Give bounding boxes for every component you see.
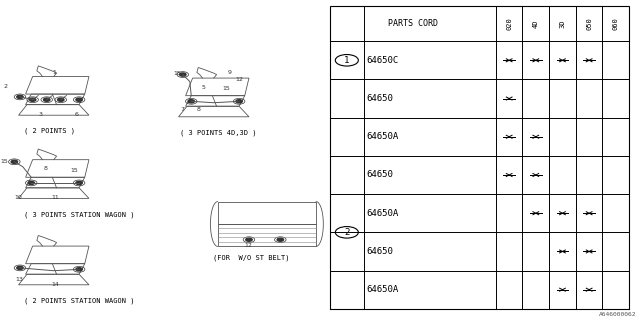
Circle shape — [277, 238, 284, 241]
Text: 64650A: 64650A — [367, 132, 399, 141]
Text: 14: 14 — [51, 282, 59, 287]
Text: 020: 020 — [506, 17, 512, 30]
Text: 10: 10 — [14, 195, 22, 200]
Text: 6: 6 — [75, 112, 79, 117]
Text: 64650: 64650 — [367, 247, 394, 256]
Text: 15: 15 — [173, 71, 180, 76]
Text: 15: 15 — [0, 159, 8, 164]
Text: 050: 050 — [586, 17, 592, 30]
Circle shape — [76, 268, 83, 271]
Text: 15: 15 — [222, 86, 230, 91]
Circle shape — [58, 98, 64, 101]
Text: 3: 3 — [38, 112, 42, 117]
Text: 9: 9 — [228, 70, 232, 75]
Text: 3D: 3D — [559, 20, 566, 28]
Text: 64650A: 64650A — [367, 285, 399, 294]
Text: 1: 1 — [52, 70, 56, 76]
Text: 2: 2 — [3, 84, 7, 89]
Text: 7: 7 — [180, 107, 184, 112]
Circle shape — [11, 160, 17, 164]
Text: 1: 1 — [344, 56, 349, 65]
Circle shape — [29, 98, 36, 101]
Bar — [330, 6, 629, 309]
Circle shape — [17, 266, 23, 269]
Circle shape — [28, 181, 35, 185]
Circle shape — [180, 73, 186, 76]
Circle shape — [76, 98, 83, 101]
Text: 4D: 4D — [533, 20, 539, 28]
Text: 8: 8 — [197, 107, 201, 112]
Text: 64650: 64650 — [367, 94, 394, 103]
Text: 12: 12 — [235, 77, 243, 82]
Circle shape — [76, 181, 83, 185]
Circle shape — [236, 100, 243, 103]
Text: 2: 2 — [344, 228, 349, 237]
Text: 64650: 64650 — [367, 171, 394, 180]
Text: 8: 8 — [44, 166, 48, 171]
Text: 15: 15 — [70, 168, 79, 173]
Text: PARTS CORD: PARTS CORD — [388, 19, 438, 28]
Text: 64650C: 64650C — [367, 56, 399, 65]
Text: 5: 5 — [201, 85, 205, 90]
Text: ( 2 POINTS STATION WAGON ): ( 2 POINTS STATION WAGON ) — [24, 297, 134, 304]
Text: A646000062: A646000062 — [599, 312, 637, 317]
Text: 12: 12 — [244, 244, 252, 248]
Text: 13: 13 — [16, 277, 24, 282]
Text: 64650A: 64650A — [367, 209, 399, 218]
Circle shape — [17, 95, 23, 99]
Text: ( 2 POINTS ): ( 2 POINTS ) — [24, 128, 75, 134]
Text: (FOR  W/O ST BELT): (FOR W/O ST BELT) — [213, 254, 290, 261]
Text: 060: 060 — [612, 17, 619, 30]
Circle shape — [44, 98, 50, 101]
Text: ( 3 POINTS 4D,3D ): ( 3 POINTS 4D,3D ) — [180, 129, 257, 136]
Circle shape — [188, 100, 195, 103]
Circle shape — [246, 238, 252, 241]
Text: 11: 11 — [51, 195, 59, 200]
Text: ( 3 POINTS STATION WAGON ): ( 3 POINTS STATION WAGON ) — [24, 211, 134, 218]
